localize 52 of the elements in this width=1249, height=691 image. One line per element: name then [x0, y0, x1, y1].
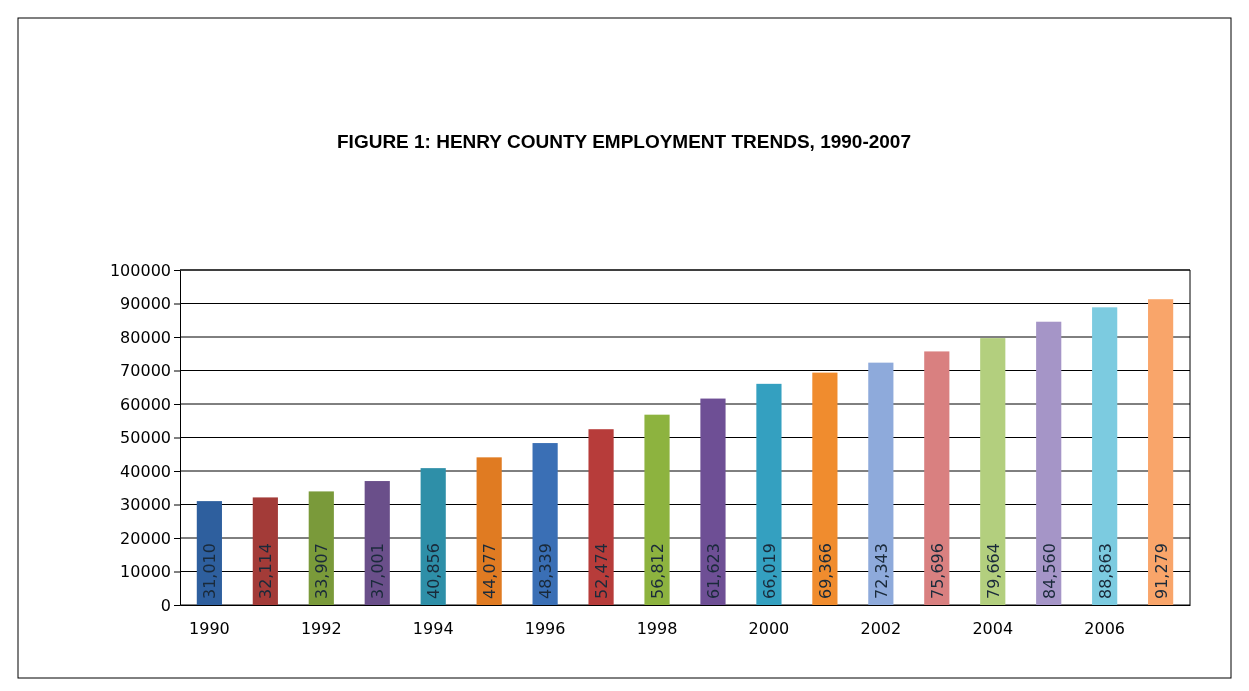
y-tick-label: 30000 — [120, 495, 171, 515]
y-tick-label: 10000 — [120, 562, 171, 582]
y-tick-label: 60000 — [120, 394, 171, 414]
y-tick-label: 100000 — [109, 260, 171, 280]
bar — [1036, 321, 1062, 605]
bar — [756, 383, 782, 605]
y-tick-label: 70000 — [120, 361, 171, 381]
bar — [700, 398, 726, 605]
y-tick-label: 80000 — [120, 327, 171, 347]
y-tick-label: 90000 — [120, 294, 171, 314]
data-label: 31,010 — [200, 543, 220, 599]
data-label: 40,856 — [424, 543, 444, 599]
data-label: 61,623 — [703, 543, 723, 599]
data-label: 66,019 — [759, 543, 779, 599]
data-label: 69,366 — [815, 543, 835, 599]
x-tick-label: 1990 — [189, 619, 230, 639]
x-tick-label: 2000 — [748, 619, 790, 639]
data-label: 88,863 — [1095, 543, 1115, 599]
bar — [1148, 299, 1174, 605]
data-label: 37,001 — [368, 543, 388, 599]
y-tick-label: 50000 — [120, 428, 171, 448]
bar — [1092, 307, 1118, 605]
bar — [588, 429, 614, 605]
data-label: 72,343 — [871, 543, 891, 599]
data-label: 79,664 — [983, 543, 1003, 599]
y-tick-label: 0 — [160, 595, 171, 615]
y-tick-label: 40000 — [120, 461, 171, 481]
data-label: 56,812 — [648, 543, 668, 599]
data-label: 48,339 — [536, 543, 556, 599]
chart-title: FIGURE 1: HENRY COUNTY EMPLOYMENT TRENDS, 1990-2007 — [337, 131, 911, 152]
x-tick-label: 2002 — [860, 619, 902, 639]
x-tick-label: 1996 — [524, 619, 566, 639]
data-label: 32,114 — [256, 543, 276, 599]
x-tick-label: 1992 — [300, 619, 342, 639]
data-label: 44,077 — [480, 543, 500, 599]
x-tick-label: 2004 — [972, 619, 1014, 639]
bar — [980, 338, 1006, 605]
bar — [812, 372, 838, 605]
data-label: 91,279 — [1151, 543, 1171, 599]
bar — [532, 443, 558, 605]
data-label: 75,696 — [927, 543, 947, 599]
y-tick-label: 20000 — [120, 528, 171, 548]
bar — [476, 457, 502, 605]
x-tick-label: 1994 — [412, 619, 454, 639]
data-label: 33,907 — [312, 543, 332, 599]
x-tick-label: 2006 — [1084, 619, 1126, 639]
x-tick-label: 1998 — [636, 619, 678, 639]
data-label: 84,560 — [1039, 543, 1059, 599]
bar — [644, 414, 670, 605]
bar — [924, 351, 950, 605]
bar — [868, 362, 894, 605]
data-label: 52,474 — [592, 543, 612, 599]
